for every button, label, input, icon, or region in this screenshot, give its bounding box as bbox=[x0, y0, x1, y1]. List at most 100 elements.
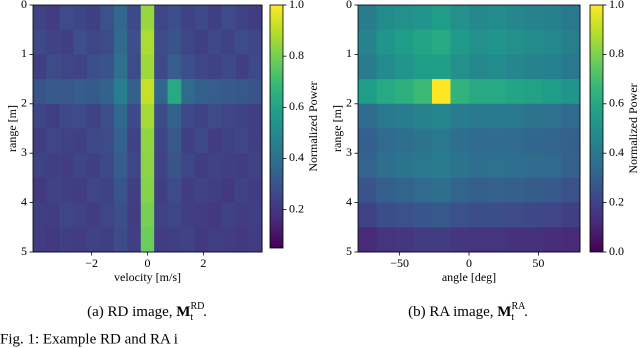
heatmap-cell bbox=[32, 153, 47, 179]
heatmap-cell bbox=[248, 128, 263, 154]
colorbar-tick-label: 0.2 bbox=[609, 194, 624, 208]
heatmap-cell bbox=[358, 153, 378, 179]
heatmap-cell bbox=[432, 227, 451, 253]
x-axis-label: angle [deg] bbox=[442, 270, 496, 284]
heatmap-cell bbox=[432, 103, 451, 129]
x-tick-label: −2 bbox=[85, 256, 98, 270]
heatmap-cell bbox=[86, 54, 101, 80]
heatmap-cell bbox=[100, 153, 115, 179]
heatmap-cell bbox=[235, 79, 250, 105]
heatmap-cell bbox=[113, 153, 128, 179]
heatmap-cell bbox=[181, 103, 196, 129]
heatmap-cell bbox=[394, 103, 414, 129]
heatmap-cell bbox=[46, 153, 61, 179]
heatmap-cell bbox=[32, 79, 47, 105]
heatmap-cell bbox=[140, 202, 155, 228]
colorbar bbox=[589, 4, 604, 253]
heatmap-cell bbox=[394, 227, 414, 253]
heatmap-cell bbox=[413, 227, 433, 253]
heatmap-cell bbox=[73, 5, 88, 31]
y-tick-label: 3 bbox=[346, 145, 352, 159]
colorbar-tick-label: 0.6 bbox=[609, 96, 624, 110]
heatmap-cell bbox=[46, 54, 61, 80]
heatmap-cell bbox=[376, 128, 396, 154]
heatmap-cell bbox=[46, 128, 61, 154]
heatmap-cell bbox=[140, 103, 155, 129]
heatmap-cell bbox=[413, 54, 433, 80]
heatmap-cell bbox=[127, 202, 142, 228]
heatmap-cell bbox=[450, 5, 470, 31]
heatmap-cell bbox=[487, 202, 507, 228]
heatmap-cell bbox=[127, 54, 142, 80]
heatmap-cell bbox=[113, 177, 128, 204]
heatmap-cell bbox=[46, 79, 61, 105]
heatmap-cell bbox=[181, 153, 196, 179]
heatmap-cell bbox=[127, 227, 142, 253]
colorbar-label: Normalized Power bbox=[626, 83, 640, 173]
heatmap-cell bbox=[181, 79, 196, 105]
heatmap-cell bbox=[235, 54, 250, 80]
heatmap-cell bbox=[181, 128, 196, 154]
heatmap-cell bbox=[181, 227, 196, 253]
heatmap-cell bbox=[561, 79, 581, 105]
heatmap-cell bbox=[127, 128, 142, 154]
heatmap-cell bbox=[394, 29, 414, 55]
heatmap-cell bbox=[32, 177, 47, 204]
heatmap-cell bbox=[358, 202, 378, 228]
heatmap-cell bbox=[376, 202, 396, 228]
caption-sub: t bbox=[511, 312, 514, 323]
heatmap-cell bbox=[221, 202, 236, 228]
heatmap-cell bbox=[235, 177, 250, 204]
heatmap-cell bbox=[167, 103, 182, 129]
heatmap-cell bbox=[469, 177, 489, 204]
heatmap-cell bbox=[543, 29, 562, 55]
x-tick-label: 50 bbox=[532, 256, 544, 270]
y-tick-label: 1 bbox=[346, 46, 352, 60]
heatmap-cell bbox=[221, 103, 236, 129]
heatmap-cell bbox=[194, 128, 209, 154]
heatmap-cell bbox=[60, 54, 75, 80]
heatmap-cell bbox=[86, 79, 101, 105]
heatmap-cell bbox=[154, 128, 169, 154]
heatmap-cell bbox=[100, 5, 115, 31]
y-tick-label: 0 bbox=[346, 0, 352, 11]
heatmap-cell bbox=[167, 202, 182, 228]
caption-sup: RA bbox=[511, 301, 526, 312]
x-tick-label: −50 bbox=[390, 256, 409, 270]
heatmap-cell bbox=[60, 79, 75, 105]
heatmap-cell bbox=[561, 128, 581, 154]
heatmap-cell bbox=[248, 177, 263, 204]
heatmap-cell bbox=[181, 54, 196, 80]
heatmap-cell bbox=[140, 153, 155, 179]
heatmap-cell bbox=[167, 54, 182, 80]
heatmap-cell bbox=[376, 79, 396, 105]
heatmap-cell bbox=[32, 227, 47, 253]
heatmap-cell bbox=[543, 128, 562, 154]
heatmap-cell bbox=[524, 5, 544, 31]
heatmap-cell bbox=[167, 227, 182, 253]
heatmap-cell bbox=[73, 177, 88, 204]
heatmap-cell bbox=[32, 54, 47, 80]
heatmap-cell bbox=[32, 5, 47, 31]
heatmap-cell bbox=[505, 153, 525, 179]
heatmap-cell bbox=[561, 202, 581, 228]
heatmap-cell bbox=[432, 128, 451, 154]
heatmap-cell bbox=[450, 227, 470, 253]
heatmap-cell bbox=[221, 79, 236, 105]
heatmap-cell bbox=[524, 103, 544, 129]
heatmap-cell bbox=[140, 227, 155, 253]
heatmap-cell bbox=[154, 202, 169, 228]
heatmap-cell bbox=[394, 5, 414, 31]
heatmap-cell bbox=[394, 54, 414, 80]
heatmap-cell bbox=[487, 103, 507, 129]
heatmap-cell bbox=[543, 202, 562, 228]
heatmap-cell bbox=[154, 5, 169, 31]
heatmap-cell bbox=[181, 29, 196, 55]
heatmap-cell bbox=[505, 227, 525, 253]
heatmap-cell bbox=[543, 54, 562, 80]
y-tick-label: 3 bbox=[21, 145, 27, 159]
heatmap-cell bbox=[394, 153, 414, 179]
heatmap-cell bbox=[543, 79, 562, 105]
y-tick-label: 5 bbox=[21, 244, 27, 258]
heatmap-cell bbox=[181, 202, 196, 228]
